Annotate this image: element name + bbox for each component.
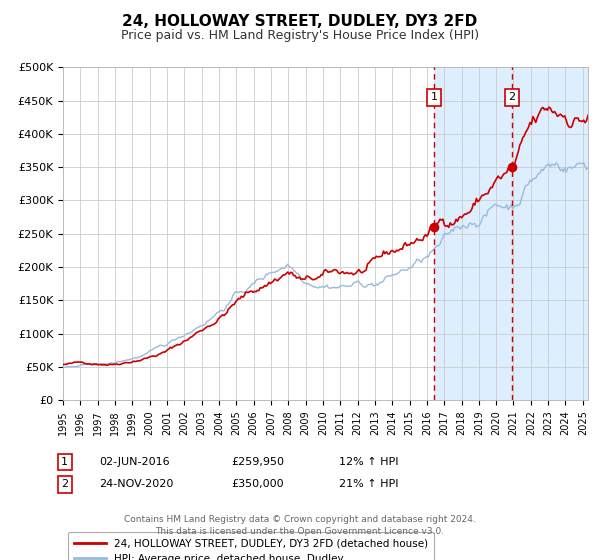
Text: 21% ↑ HPI: 21% ↑ HPI xyxy=(339,479,398,489)
Text: £350,000: £350,000 xyxy=(231,479,284,489)
Legend: 24, HOLLOWAY STREET, DUDLEY, DY3 2FD (detached house), HPI: Average price, detac: 24, HOLLOWAY STREET, DUDLEY, DY3 2FD (de… xyxy=(68,532,434,560)
Text: 12% ↑ HPI: 12% ↑ HPI xyxy=(339,457,398,467)
Text: 1: 1 xyxy=(431,92,437,102)
Text: 02-JUN-2016: 02-JUN-2016 xyxy=(99,457,170,467)
Bar xyxy=(434,67,588,400)
Text: 24-NOV-2020: 24-NOV-2020 xyxy=(99,479,173,489)
Text: 24, HOLLOWAY STREET, DUDLEY, DY3 2FD: 24, HOLLOWAY STREET, DUDLEY, DY3 2FD xyxy=(122,14,478,29)
Text: Contains HM Land Registry data © Crown copyright and database right 2024.: Contains HM Land Registry data © Crown c… xyxy=(124,515,476,524)
Text: This data is licensed under the Open Government Licence v3.0.: This data is licensed under the Open Gov… xyxy=(155,528,445,536)
Text: 2: 2 xyxy=(61,479,68,489)
Text: Price paid vs. HM Land Registry's House Price Index (HPI): Price paid vs. HM Land Registry's House … xyxy=(121,29,479,42)
Text: £259,950: £259,950 xyxy=(231,457,284,467)
Text: 2: 2 xyxy=(508,92,515,102)
Text: 1: 1 xyxy=(61,457,68,467)
